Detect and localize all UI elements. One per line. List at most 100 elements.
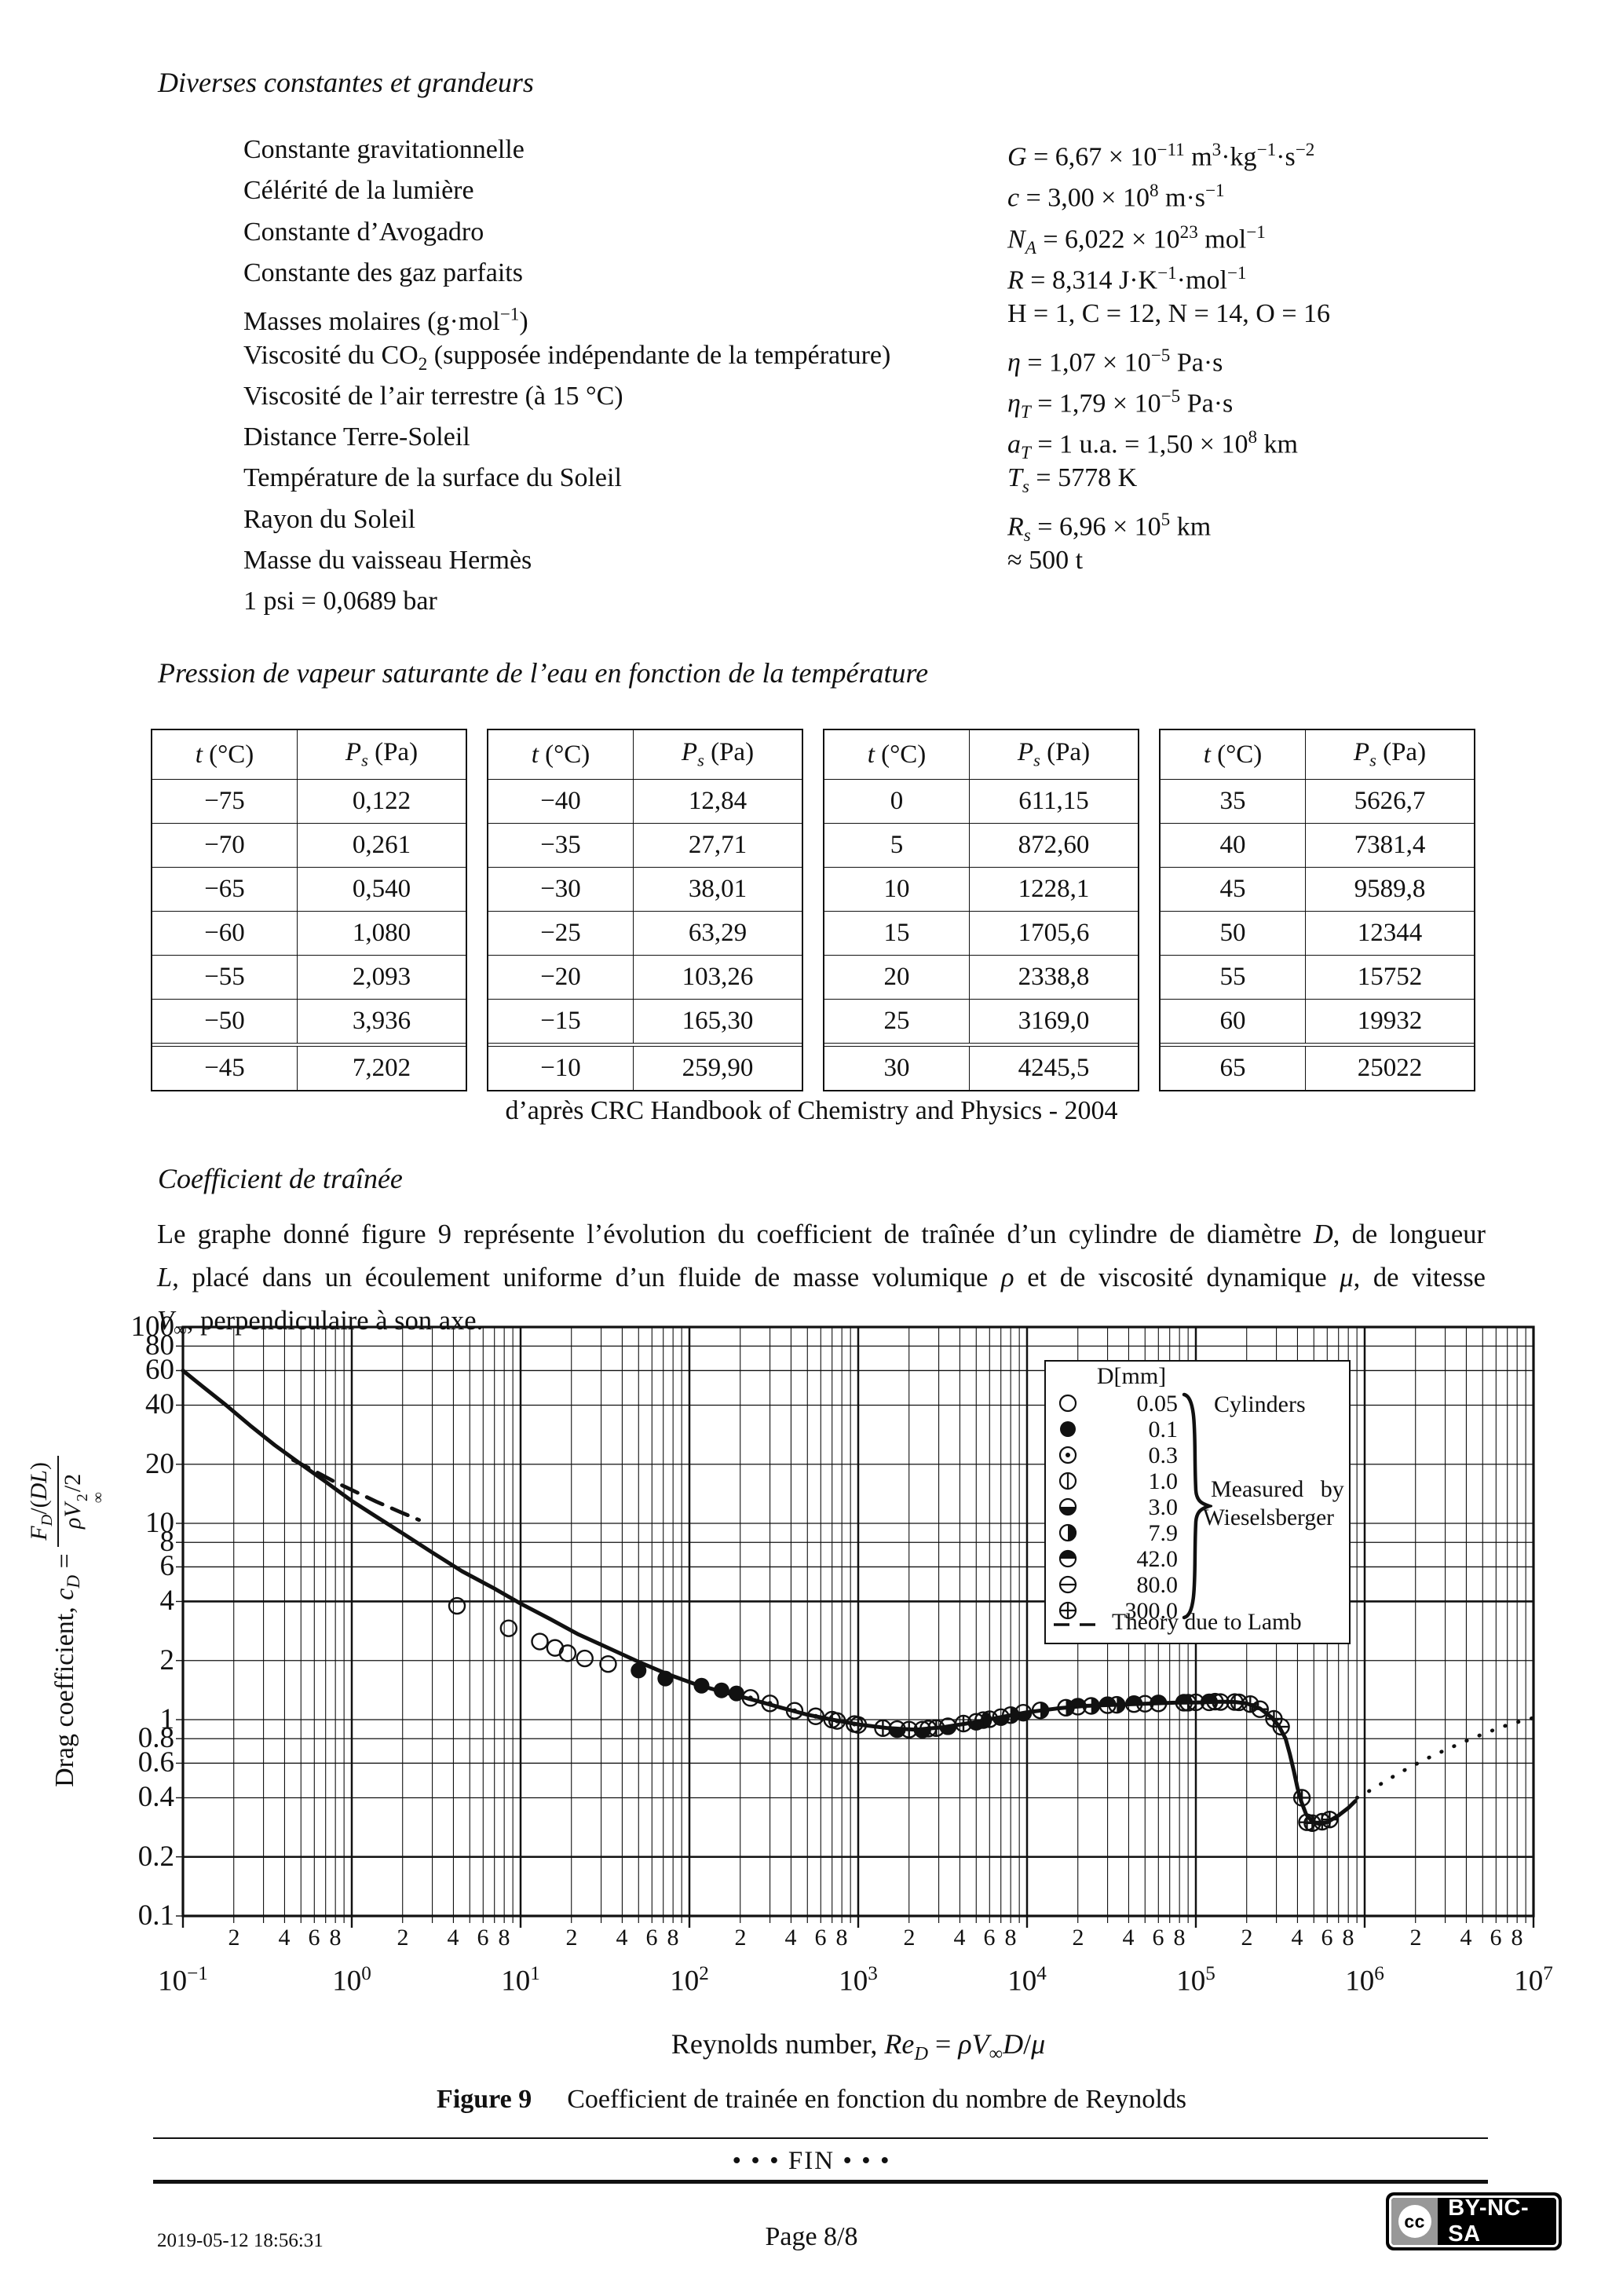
vapor-table-row: 60 19932	[1159, 999, 1475, 1044]
data-point-right	[1001, 1706, 1020, 1724]
constant-row: Constante gravitationnelle G = 6,67 × 10−…	[243, 133, 1560, 171]
vapor-table-row: 35 5626,7	[1159, 779, 1475, 824]
data-point-right	[1031, 1701, 1050, 1720]
vapor-cell-p: 1705,6	[969, 911, 1139, 956]
vapor-cell-t: 50	[1159, 911, 1306, 956]
footer-timestamp: 2019-05-12 18:56:31	[157, 2230, 324, 2251]
vapor-table-row: 0 611,15	[823, 779, 1139, 824]
vapor-cell-t: −50	[151, 999, 298, 1044]
vapor-cell-p: 27,71	[633, 823, 803, 868]
vapor-cell-t: 60	[1159, 999, 1306, 1044]
constant-row: Constante d’Avogadro NA = 6,022 × 1023 mo…	[243, 216, 1560, 258]
x-axis-title: Reynolds number, ReD = ρV∞D/μ	[671, 2028, 1046, 2065]
vapor-cell-t: 20	[823, 955, 970, 1000]
drag-paragraph-line2: L, placé dans un écoulement uniforme d’u…	[157, 1263, 1486, 1292]
vapor-cell-p: 63,29	[633, 911, 803, 956]
data-point-open	[448, 1596, 466, 1615]
vapor-table-row: −35 27,71	[487, 823, 803, 868]
cc-license-text: BY-NC-SA	[1448, 2195, 1530, 2247]
vapor-cell-t: 35	[1159, 779, 1306, 824]
vapor-cell-p: 38,01	[633, 867, 803, 912]
vapor-table-row: 20 2338,8	[823, 955, 1139, 1000]
constant-row: Masses molaires (g·mol−1) H = 1, C = 12, …	[243, 298, 1560, 338]
cc-badge-inner: cc BY-NC-SA	[1389, 2195, 1559, 2247]
curve-dashed	[291, 1458, 421, 1523]
vapor-table-row: −40 12,84	[487, 779, 803, 824]
vapor-table-row: −55 2,093	[151, 955, 467, 1000]
constant-value: aT = 1 u.a. = 1,50 × 108 km	[1007, 427, 1298, 464]
constant-value: ηT = 1,79 × 10−5 Pa·s	[1007, 386, 1234, 422]
legend-entry: 0.1	[1046, 1417, 1349, 1443]
vapor-table-row: −60 1,080	[151, 911, 467, 956]
constant-label: Masse du vaisseau Hermès	[243, 546, 532, 575]
constant-value: R = 8,314 J·K−1·mol−1	[1007, 262, 1247, 295]
data-point-dot	[785, 1702, 804, 1720]
legend-marker-bottom-icon	[1057, 1496, 1079, 1524]
legend-diameter-value: 1.0	[1148, 1468, 1179, 1494]
vapor-table-row: −10 259,90	[487, 1046, 803, 1091]
cc-by-nc-sa-badge: cc BY-NC-SA	[1386, 2192, 1562, 2250]
double-rule-row	[152, 1043, 467, 1047]
vapor-cell-p: 19932	[1305, 999, 1475, 1044]
constant-value: ≈ 500 t	[1007, 546, 1084, 575]
legend-entry: 1.0	[1046, 1469, 1349, 1495]
constant-label: Constante gravitationnelle	[243, 135, 525, 164]
vapor-cell-t: −10	[487, 1046, 634, 1091]
double-rule-row	[1160, 1043, 1475, 1047]
constant-label: Viscosité du CO2 (supposée indépendante …	[243, 340, 891, 375]
vapor-cell-p: 12,84	[633, 779, 803, 824]
data-point-plus	[1292, 1789, 1311, 1807]
section-title-vapor: Pression de vapeur saturante de l’eau en…	[158, 657, 929, 689]
constant-row: Distance Terre-Soleil aT = 1 u.a. = 1,50 …	[243, 421, 1560, 463]
legend-diameter-value: 7.9	[1148, 1520, 1179, 1546]
constant-label: Constante d’Avogadro	[243, 217, 484, 247]
constant-value: NA = 6,022 × 1023 mol−1	[1007, 221, 1266, 258]
constant-value: η = 1,07 × 10−5 Pa·s	[1007, 345, 1223, 377]
double-rule-row	[488, 1043, 803, 1047]
vapor-cell-p: 15752	[1305, 955, 1475, 1000]
constant-value: H = 1, C = 12, N = 14, O = 16	[1007, 299, 1331, 329]
constant-label: Viscosité de l’air terrestre (à 15 °C)	[243, 381, 623, 411]
vapor-table: t (°C) Ps (Pa) 0 611,15 5 872,60 10 1228,1 15 170…	[823, 729, 1139, 1091]
constant-value: c = 3,00 × 108 m·s−1	[1007, 181, 1225, 213]
vapor-table-row: −20 103,26	[487, 955, 803, 1000]
data-point-plus	[1321, 1810, 1339, 1829]
legend-brace	[1182, 1392, 1212, 1620]
data-point-bottom	[939, 1717, 957, 1735]
constant-row: Température de la surface du Soleil Ts = …	[243, 462, 1560, 497]
drag-paragraph-line3: V∞, perpendiculaire à son axe.	[157, 1306, 484, 1340]
figure-caption: Figure 9 Coefficient de trainée en fonct…	[0, 2085, 1623, 2115]
legend-marker-plus-icon	[1057, 1600, 1079, 1628]
vapor-table-grid: t (°C) Ps (Pa) −75 0,122 −70 0,261 −65 0,540 −60…	[151, 729, 467, 1091]
legend-diameter-value: 300.0	[1124, 1598, 1179, 1624]
vapor-cell-p: 259,90	[633, 1046, 803, 1091]
data-point-open	[576, 1649, 594, 1668]
vapor-source-caption: d’après CRC Handbook of Chemistry and Ph…	[505, 1096, 1118, 1125]
vapor-cell-t: −65	[151, 867, 298, 912]
legend-entry: 42.0	[1046, 1547, 1349, 1573]
legend-group-cylinders: Cylinders	[1214, 1391, 1306, 1417]
vapor-cell-t: 0	[823, 779, 970, 824]
legend-diameter-value: 0.05	[1136, 1391, 1179, 1417]
chart-legend: D[mm] 0.05 0.1 0.3 1.0 3.0 7.9 42.0 80.0 300.0 Cyl…	[1044, 1360, 1351, 1644]
constant-value: Rs = 6,96 × 105 km	[1007, 509, 1212, 546]
vapor-table: t (°C) Ps (Pa) 35 5626,7 40 7381,4 45 9589,8 50 1…	[1159, 729, 1475, 1091]
vapor-cell-t: 25	[823, 999, 970, 1044]
data-point-vline	[823, 1710, 841, 1729]
legend-group-wieselsberger: Wieselsberger	[1203, 1505, 1335, 1530]
data-point-filled	[631, 1662, 647, 1679]
vapor-cell-t: 65	[1159, 1046, 1306, 1091]
figure-caption-number: Figure 9	[437, 2085, 532, 2114]
legend-marker-vline-icon	[1057, 1470, 1079, 1498]
constant-row: Célérité de la lumière c = 3,00 × 108 m·s…	[243, 174, 1560, 212]
fin-rule-thick	[153, 2180, 1488, 2184]
vapor-cell-p: 7381,4	[1305, 823, 1475, 868]
legend-diameter-value: 0.3	[1148, 1442, 1179, 1468]
constant-label: Distance Terre-Soleil	[243, 422, 470, 452]
vapor-col-header-p: Ps (Pa)	[297, 729, 467, 780]
vapor-cell-t: −30	[487, 867, 634, 912]
data-point-dot	[741, 1689, 759, 1707]
vapor-cell-t: −35	[487, 823, 634, 868]
vapor-table-row: 65 25022	[1159, 1046, 1475, 1091]
